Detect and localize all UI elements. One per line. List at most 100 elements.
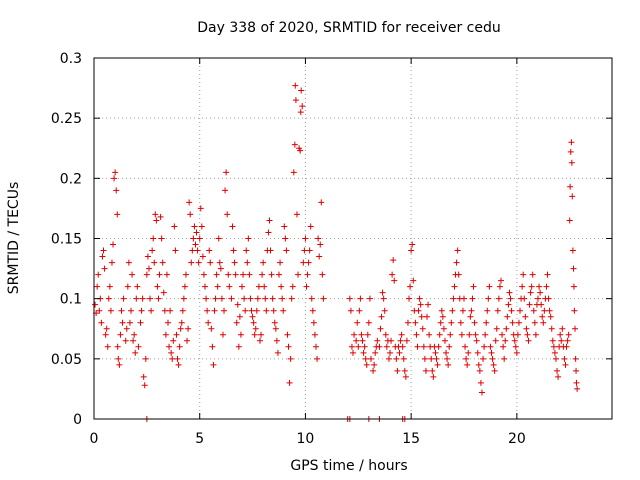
data-point bbox=[305, 259, 312, 266]
data-point bbox=[207, 259, 214, 266]
data-point bbox=[568, 159, 575, 166]
data-point bbox=[188, 259, 195, 266]
data-point bbox=[170, 337, 177, 344]
data-point bbox=[374, 337, 381, 344]
data-point bbox=[197, 205, 204, 212]
data-point bbox=[512, 343, 519, 350]
data-point bbox=[131, 331, 138, 338]
data-point bbox=[100, 247, 107, 254]
data-point bbox=[545, 295, 552, 302]
grid-lines bbox=[94, 58, 612, 419]
data-point bbox=[254, 295, 261, 302]
data-point bbox=[393, 355, 400, 362]
data-point bbox=[448, 319, 455, 326]
data-point bbox=[235, 343, 242, 350]
data-point bbox=[489, 355, 496, 362]
data-point bbox=[122, 337, 129, 344]
data-point bbox=[346, 295, 353, 302]
data-point bbox=[287, 355, 294, 362]
data-point bbox=[357, 295, 364, 302]
data-point bbox=[306, 247, 313, 254]
data-point bbox=[473, 337, 480, 344]
data-point bbox=[128, 307, 134, 314]
data-point bbox=[278, 283, 285, 290]
data-point bbox=[391, 277, 398, 284]
data-point bbox=[353, 337, 360, 344]
data-point bbox=[195, 259, 202, 266]
data-point bbox=[208, 325, 215, 332]
data-point bbox=[132, 349, 139, 356]
data-point bbox=[184, 337, 191, 344]
data-point bbox=[439, 313, 446, 320]
data-point bbox=[101, 265, 108, 272]
data-point bbox=[251, 331, 258, 338]
data-point bbox=[163, 271, 170, 278]
data-point bbox=[282, 235, 289, 242]
data-point bbox=[194, 247, 201, 254]
data-point bbox=[200, 271, 207, 278]
data-point bbox=[285, 343, 292, 350]
data-point bbox=[401, 367, 408, 374]
data-point bbox=[150, 235, 157, 242]
data-point bbox=[418, 313, 425, 320]
data-point bbox=[106, 283, 113, 290]
data-point bbox=[110, 241, 117, 248]
data-point bbox=[243, 247, 250, 254]
data-point bbox=[463, 355, 470, 362]
data-point bbox=[267, 247, 274, 254]
data-point bbox=[379, 289, 386, 296]
data-point bbox=[561, 355, 568, 362]
data-point bbox=[528, 283, 535, 290]
axis-ticks bbox=[93, 57, 612, 420]
data-point bbox=[224, 211, 231, 218]
data-point bbox=[546, 307, 553, 314]
data-point bbox=[160, 289, 167, 296]
data-point bbox=[530, 307, 537, 314]
data-point bbox=[123, 325, 130, 332]
data-point bbox=[514, 331, 521, 338]
data-point bbox=[506, 289, 513, 296]
data-point bbox=[524, 331, 531, 338]
data-point bbox=[114, 343, 121, 350]
data-point bbox=[537, 289, 544, 296]
data-point bbox=[443, 349, 450, 356]
data-point bbox=[444, 355, 451, 362]
data-point bbox=[280, 307, 287, 314]
data-point bbox=[209, 343, 216, 350]
data-point bbox=[430, 373, 437, 380]
data-point bbox=[310, 319, 317, 326]
data-point bbox=[175, 361, 182, 368]
chart-title: Day 338 of 2020, SRMTID for receiver ced… bbox=[197, 20, 500, 36]
data-point bbox=[470, 283, 477, 290]
data-point bbox=[225, 271, 232, 278]
data-point bbox=[498, 277, 504, 284]
data-point bbox=[499, 331, 506, 338]
data-point bbox=[244, 259, 251, 266]
data-point bbox=[140, 373, 147, 380]
data-point bbox=[366, 295, 373, 302]
data-point bbox=[253, 307, 260, 314]
data-point bbox=[503, 325, 510, 332]
data-point bbox=[493, 325, 500, 332]
data-point bbox=[563, 343, 570, 350]
data-point bbox=[432, 349, 439, 356]
data-point bbox=[114, 211, 121, 218]
data-point bbox=[119, 319, 126, 326]
data-point bbox=[566, 217, 573, 224]
data-point bbox=[248, 307, 255, 314]
data-point bbox=[508, 307, 515, 314]
data-point bbox=[476, 367, 483, 374]
data-point bbox=[354, 319, 361, 326]
data-point bbox=[94, 283, 101, 290]
data-point bbox=[464, 361, 471, 368]
data-point bbox=[311, 331, 318, 338]
data-point bbox=[455, 271, 462, 278]
data-point bbox=[246, 271, 253, 278]
data-point bbox=[215, 235, 222, 242]
data-point bbox=[112, 169, 119, 176]
data-point bbox=[151, 259, 158, 266]
data-point bbox=[166, 343, 173, 350]
data-point bbox=[301, 247, 308, 254]
data-point bbox=[381, 307, 388, 314]
data-point bbox=[355, 343, 362, 350]
